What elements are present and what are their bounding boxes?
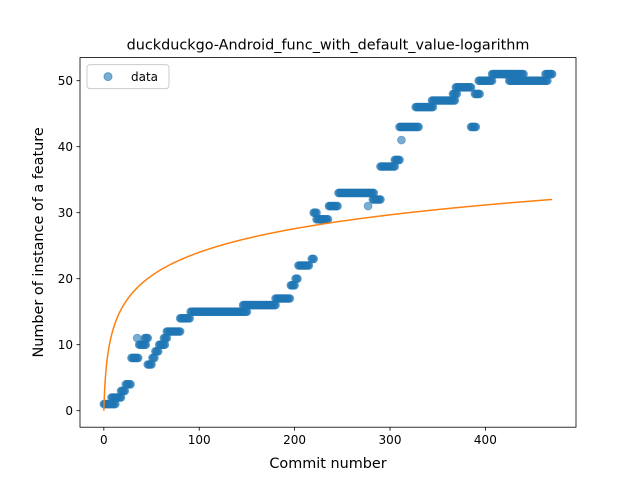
- plot-area: [99, 69, 557, 411]
- x-tick-label: 300: [379, 433, 402, 447]
- data-point: [376, 195, 385, 204]
- y-tick-label: 50: [58, 74, 73, 88]
- data-point: [133, 353, 143, 363]
- legend-marker: [103, 72, 113, 82]
- data-point: [395, 155, 404, 165]
- y-tick-label: 10: [58, 338, 73, 352]
- legend-box: [86, 64, 170, 90]
- x-tick-label: 400: [474, 433, 497, 447]
- x-tick-label: 200: [283, 433, 306, 447]
- y-axis-label: Number of instance of a feature: [31, 127, 47, 357]
- y-tick-label: 40: [58, 140, 73, 154]
- data-point: [414, 122, 423, 132]
- axes-frame: [79, 57, 577, 428]
- data-point: [333, 201, 342, 211]
- x-axis-label: Commit number: [269, 456, 386, 472]
- chart-title: duckduckgo-Android_func_with_default_val…: [127, 38, 530, 54]
- data-point: [309, 254, 318, 264]
- y-tick-label: 0: [65, 404, 73, 418]
- fit-line: [103, 198, 553, 411]
- legend-label-data: data: [131, 70, 158, 84]
- plot-contents: [99, 69, 557, 411]
- data-point: [547, 69, 557, 79]
- data-point: [363, 201, 373, 211]
- x-tick-label: 0: [100, 433, 108, 447]
- data-point: [475, 89, 484, 99]
- data-point: [397, 135, 406, 145]
- y-tick-label: 20: [58, 272, 73, 286]
- data-point: [471, 122, 481, 132]
- data-point: [293, 274, 302, 284]
- legend: data: [86, 64, 170, 90]
- data-point: [466, 83, 476, 92]
- y-tick-label: 30: [58, 206, 73, 220]
- data-point: [126, 379, 135, 389]
- x-tick-label: 100: [188, 433, 211, 447]
- data-point: [143, 333, 153, 343]
- axes: 0 100 200 300 400 0 10 20 30 40 50: [58, 57, 577, 447]
- data-point: [175, 327, 185, 336]
- data-point: [285, 294, 295, 303]
